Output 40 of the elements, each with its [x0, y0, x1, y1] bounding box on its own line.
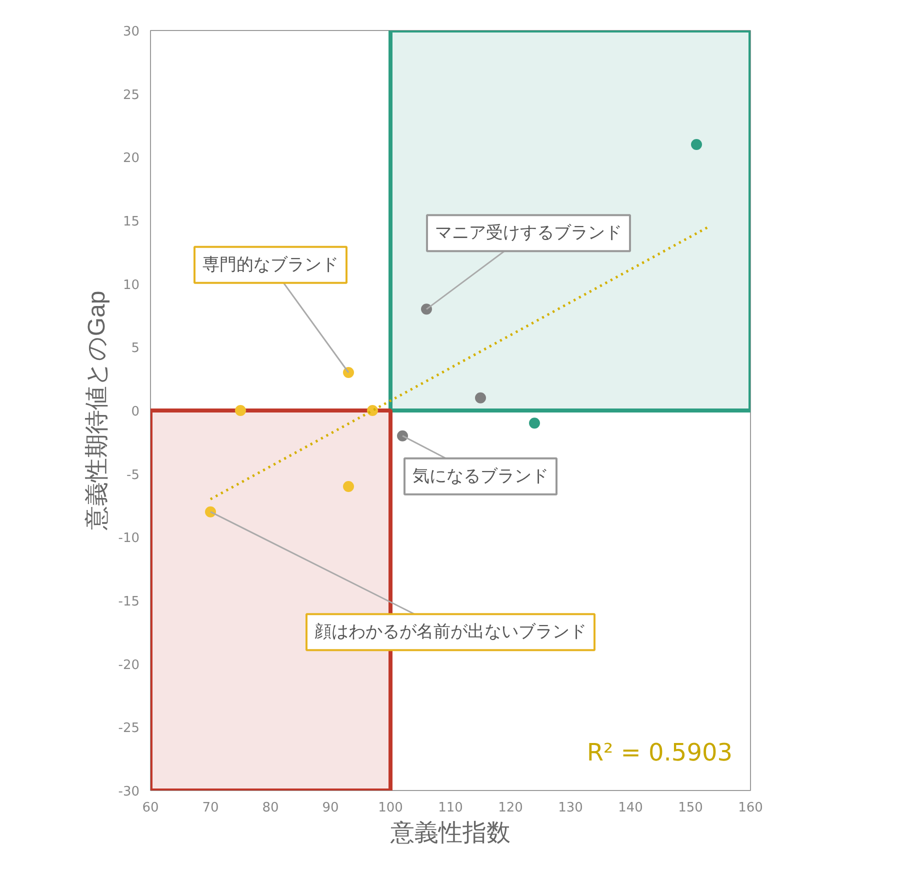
y-axis-title: 意義性期待値とのGap: [83, 290, 110, 532]
y-tick-label: -30: [118, 784, 140, 800]
x-tick-label: 60: [142, 800, 159, 816]
y-tick-label: -25: [118, 721, 140, 736]
x-tick-label: 140: [618, 800, 643, 816]
point: [343, 481, 354, 492]
annotation: 顔はわかるが名前が出ないブランド: [314, 622, 586, 642]
x-tick-label: 150: [678, 800, 703, 816]
annotation: マニア受けするブランド: [435, 223, 622, 244]
annotation: 気になるブランド: [412, 466, 548, 486]
annotation: R² = 0.5903: [586, 738, 732, 766]
x-tick-label: 70: [202, 800, 219, 816]
x-tick-label: 80: [262, 800, 279, 816]
annotation: 専門的なブランド: [202, 254, 338, 275]
x-tick-label: 110: [438, 800, 463, 816]
y-tick-label: 5: [131, 341, 140, 356]
y-tick-label: 0: [131, 404, 140, 420]
y-tick-label: -5: [126, 468, 140, 483]
y-tick-label: -15: [118, 594, 140, 610]
y-tick-label: -20: [118, 658, 140, 673]
x-tick-label: 130: [558, 800, 583, 816]
y-tick-label: 15: [122, 214, 140, 230]
point: [421, 304, 432, 315]
y-tick-label: 30: [122, 24, 140, 40]
point: [397, 430, 408, 442]
x-tick-label: 100: [378, 800, 403, 816]
point: [235, 405, 246, 416]
point: [343, 367, 354, 378]
x-tick-label: 120: [498, 800, 523, 816]
x-axis-title: 意義性指数: [390, 820, 510, 846]
x-tick-label: 160: [738, 800, 763, 816]
y-tick-label: 25: [122, 88, 140, 103]
x-tick-label: 90: [322, 800, 339, 816]
point: [475, 392, 486, 404]
point: [691, 139, 702, 150]
point: [205, 506, 216, 518]
y-tick-label: 10: [122, 278, 140, 293]
y-tick-label: 20: [122, 151, 140, 166]
point: [529, 418, 540, 429]
y-tick-label: -10: [118, 531, 140, 546]
